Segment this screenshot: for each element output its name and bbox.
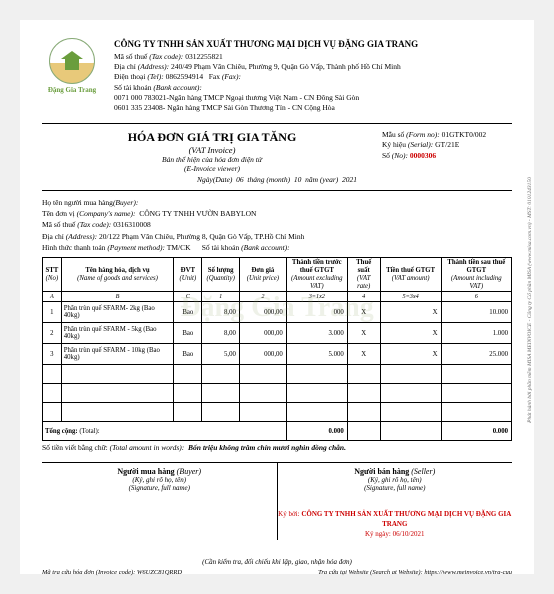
company-logo-icon [49,38,95,84]
invoice-meta: Mẫu số (Form no): 01GTKT0/002 Ký hiệu (S… [382,130,512,173]
items-table: STT(No) Tên hàng hóa, dịch vụ(Name of go… [42,257,512,441]
footer-note: (Cần kiểm tra, đối chiếu khi lập, giao, … [42,558,512,566]
buyer-info: Họ tên người mua hàng(Buyer): Tên đơn vị… [42,197,512,253]
buyer-signature: Người mua hàng (Buyer) (Ký, ghi rõ họ, t… [42,462,278,539]
company-info: CÔNG TY TNHH SẢN XUẤT THƯƠNG MẠI DỊCH VỤ… [114,38,512,113]
table-row: 2Phân trùn quế SFARM - 5kg (Bao 40kg)Bao… [43,323,512,344]
company-name: CÔNG TY TNHH SẢN XUẤT THƯƠNG MẠI DỊCH VỤ… [114,38,512,50]
amount-in-words: Số tiền viết bằng chữ: (Total amount in … [42,443,512,452]
table-row: 3Phân trùn quế SFARM - 10kg (Bao 40kg)Ba… [43,344,512,365]
logo-text: Đặng Gia Trang [48,86,96,94]
seller-signature: Người bán hàng (Seller) (Ký, ghi rõ họ, … [278,462,513,539]
publisher-side-text: Phát hành bởi phần mềm MISA MEINVOICE - … [527,177,533,423]
digital-signature-stamp: Ký bởi: CÔNG TY TNHH SẢN XUẤT THƯƠNG MẠI… [278,510,513,539]
invoice-title: HÓA ĐƠN GIÁ TRỊ GIA TĂNG (VAT Invoice) B… [42,130,382,173]
table-row: 1Phân trùn quế SFARM- 2kg (Bao 40kg)Bao8… [43,302,512,323]
footer-lookup: Mã tra cứu hóa đơn (Invoice code): W6UZC… [42,569,512,576]
total-row: Tổng cộng: (Total): 0.0000.000 [43,422,512,441]
logo-box: Đặng Gia Trang [42,38,102,113]
invoice-date: Ngày(Date) 06 tháng (month) 10 năm (year… [42,175,512,184]
